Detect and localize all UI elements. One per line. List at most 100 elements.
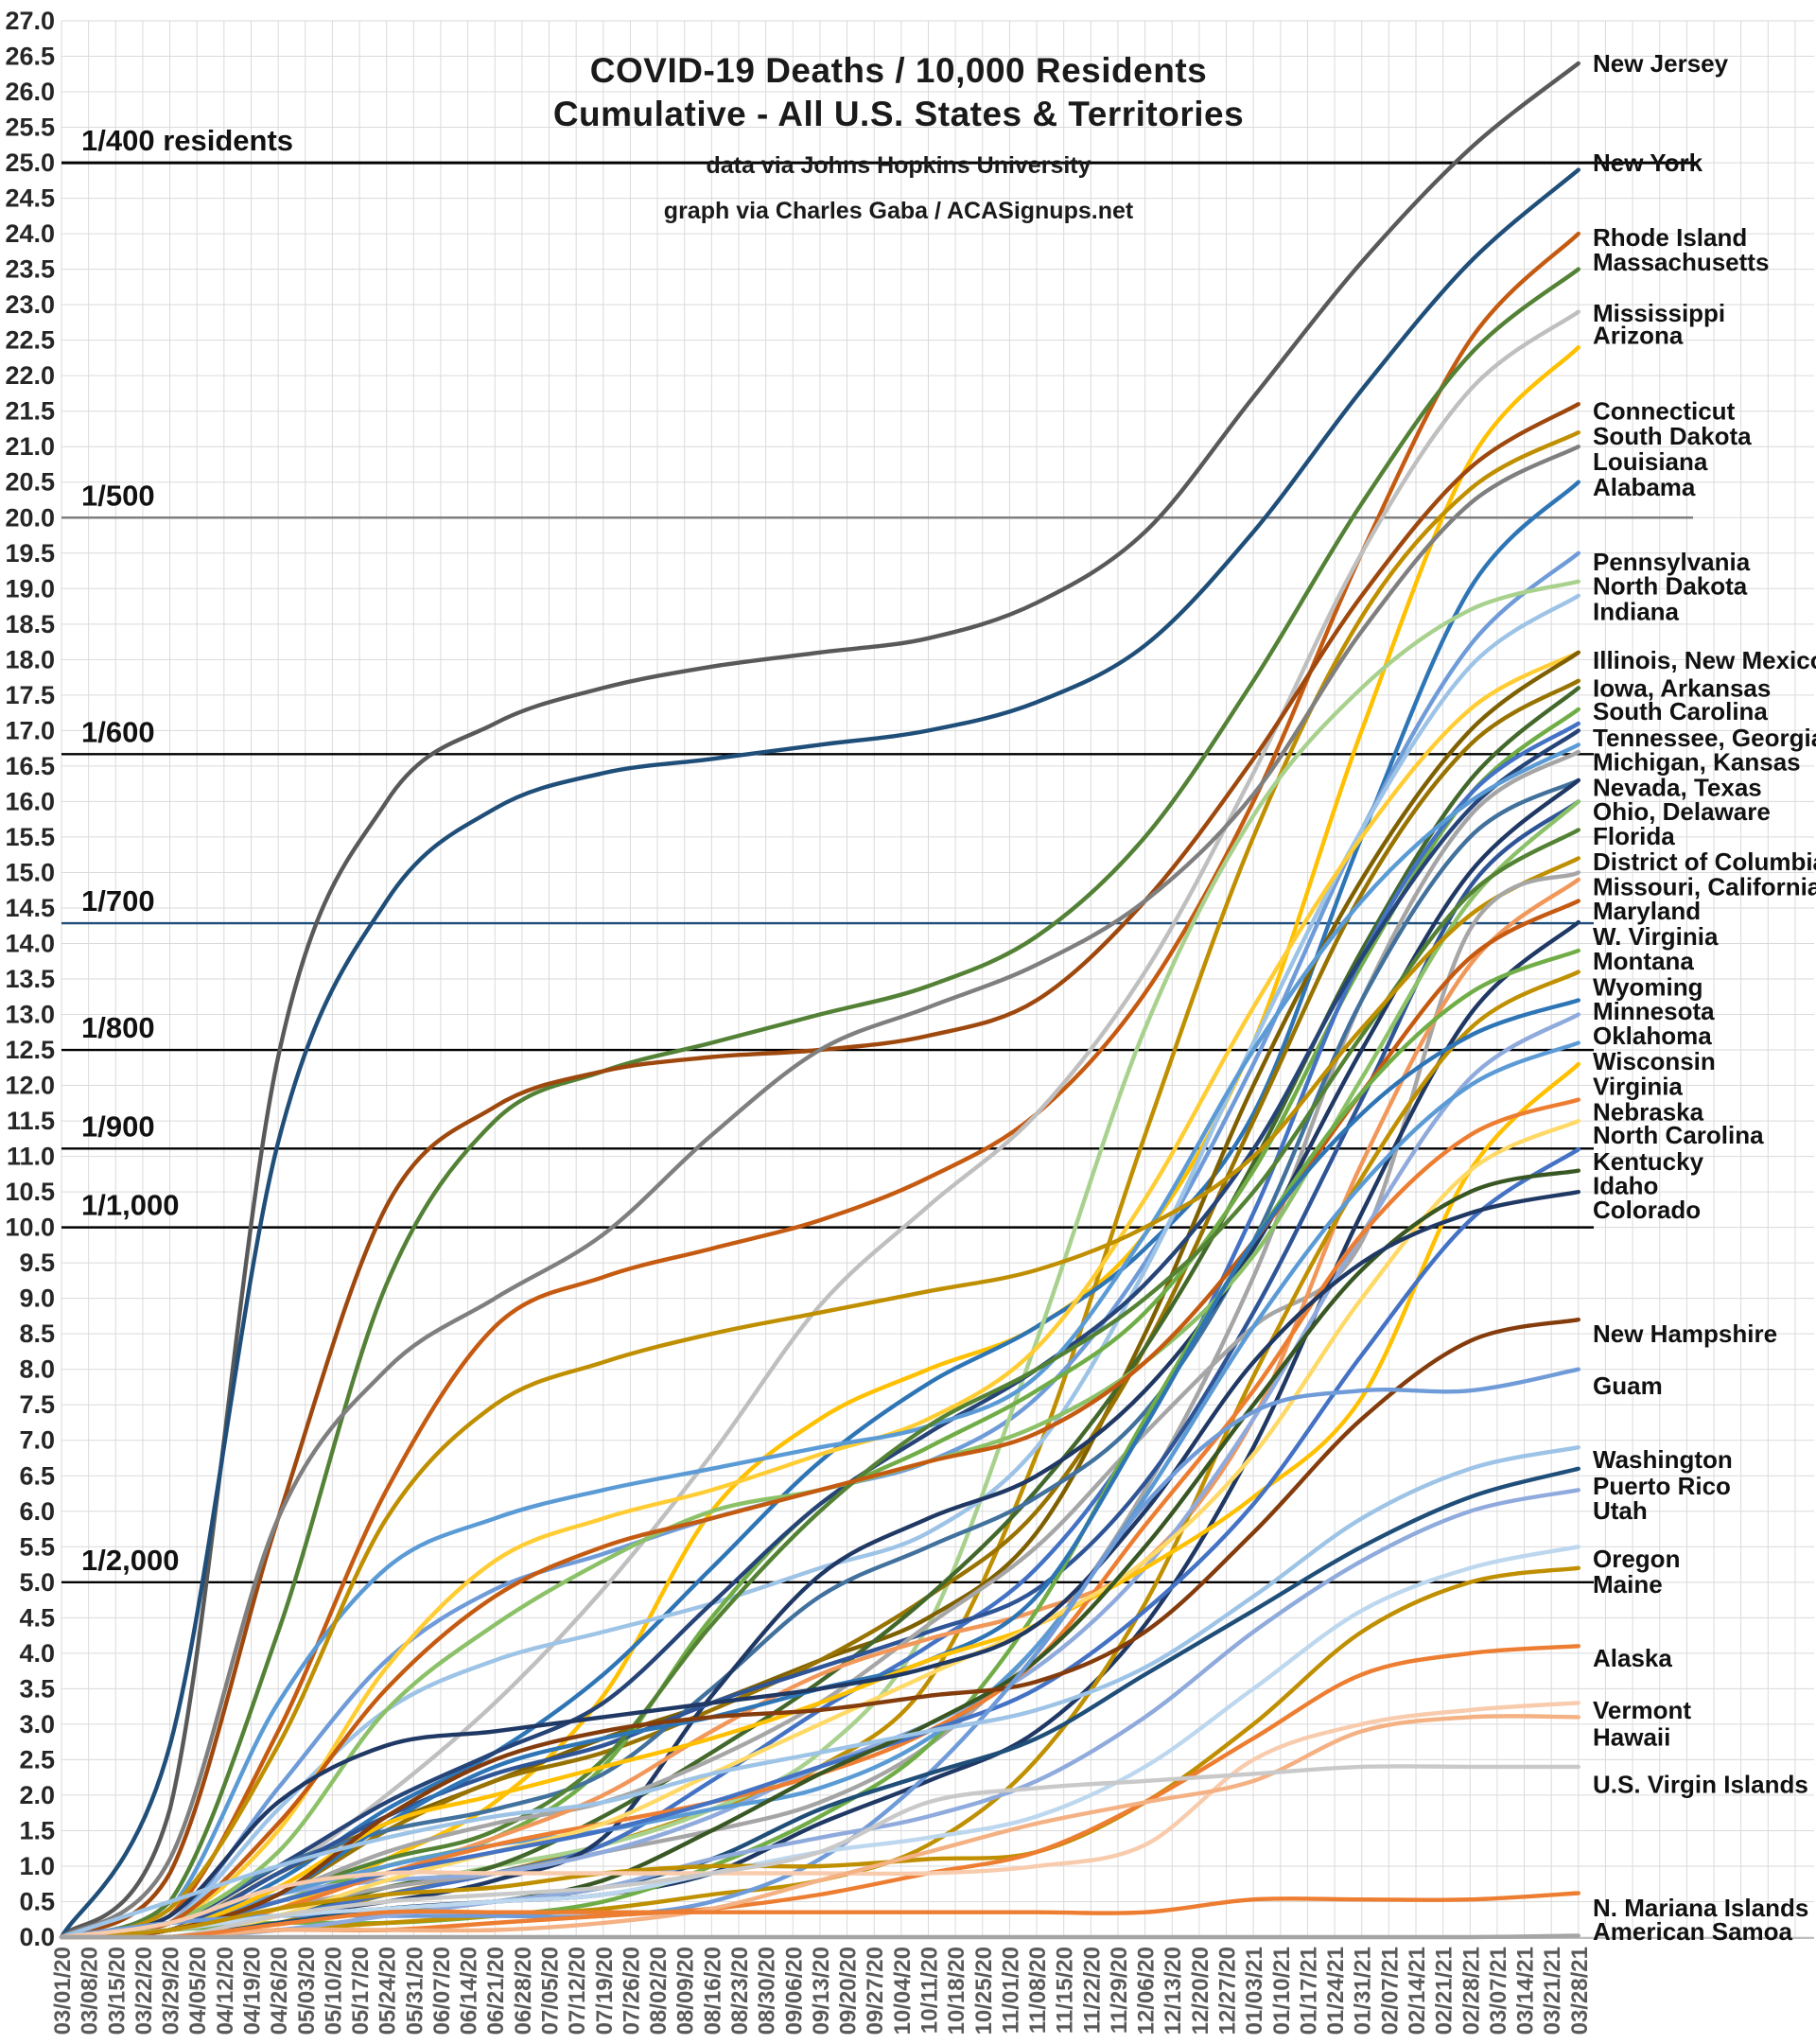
x-tick-label: 02/14/21 [1405,1947,1430,2035]
x-tick-label: 04/05/20 [185,1947,211,2035]
chart-title-line2: Cumulative - All U.S. States & Territori… [552,95,1245,133]
series-line-maine [59,1565,1580,1940]
x-tick-label: 08/02/20 [646,1947,672,2035]
x-tick-label: 03/15/20 [104,1947,130,2035]
x-tick-label: 11/01/20 [998,1947,1023,2034]
series-label-wisconsin: Wisconsin [1593,1047,1716,1075]
x-tick-label: 03/01/20 [50,1947,76,2035]
y-tick-label: 4.0 [19,1639,55,1668]
y-tick-label: 25.5 [5,114,55,142]
y-tick-label: 7.0 [19,1426,55,1455]
series-line-nevada [59,777,1580,1940]
series-line-virginia [59,1061,1580,1940]
series-line-new-hampshire [59,1318,1580,1940]
x-tick-label: 05/03/20 [294,1947,320,2035]
x-tick-label: 11/29/20 [1107,1947,1132,2034]
y-tick-label: 17.5 [5,681,55,709]
series-label-florida: Florida [1593,822,1675,850]
series-label-w-virginia: W. Virginia [1593,922,1719,951]
series-label-hawaii: Hawaii [1593,1722,1670,1751]
y-tick-label: 21.0 [5,432,55,461]
y-tick-label: 18.0 [5,645,55,673]
x-tick-label: 03/07/21 [1486,1947,1511,2035]
x-tick-label: 12/06/20 [1134,1947,1160,2035]
y-tick-label: 14.0 [5,929,55,957]
reference-label-1-700: 1/700 [81,884,155,917]
x-tick-label: 03/14/21 [1513,1947,1539,2035]
y-tick-label: 6.0 [19,1497,55,1526]
series-label-iowa-arkansas: Iowa, Arkansas [1593,673,1771,702]
y-tick-label: 7.5 [19,1390,55,1419]
y-tick-label: 11.0 [7,1143,55,1171]
series-label-oklahoma: Oklahoma [1593,1022,1712,1050]
series-label-rhode-island: Rhode Island [1593,223,1747,252]
y-tick-label: 4.5 [19,1603,55,1632]
reference-label-1-1-000: 1/1,000 [81,1189,179,1222]
series-label-arizona: Arizona [1593,321,1684,349]
series-label-nevada-texas: Nevada, Texas [1593,773,1762,801]
x-tick-label: 08/23/20 [727,1947,753,2035]
series-label-north-dakota: North Dakota [1593,571,1748,600]
series-line-vermont [59,1701,1580,1940]
series-label-district-of-columbia: District of Columbia [1593,847,1816,876]
y-tick-label: 8.5 [19,1319,55,1348]
y-tick-label: 9.5 [19,1249,55,1277]
x-tick-label: 01/17/21 [1296,1947,1321,2035]
x-tick-label: 11/15/20 [1053,1947,1078,2034]
series-label-alabama: Alabama [1593,473,1696,501]
series-label-guam: Guam [1593,1371,1663,1400]
y-tick-label: 2.0 [19,1781,55,1809]
y-tick-label: 21.5 [5,397,55,426]
y-tick-label: 1.0 [19,1852,55,1880]
x-tick-label: 10/18/20 [944,1947,969,2035]
x-tick-label: 01/03/21 [1242,1947,1267,2035]
x-tick-label: 09/27/20 [863,1947,888,2035]
series-label-new-york: New York [1593,148,1703,177]
series-label-american-samoa: American Samoa [1593,1917,1793,1946]
x-tick-label: 12/27/20 [1215,1947,1241,2035]
graph-credit: graph via Charles Gaba / ACASignups.net [663,198,1134,224]
x-tick-label: 06/28/20 [511,1947,536,2035]
x-tick-label: 03/08/20 [78,1947,103,2035]
series-label-wyoming: Wyoming [1593,972,1703,1001]
x-tick-label: 02/21/21 [1432,1947,1458,2035]
x-tick-label: 08/09/20 [673,1947,699,2035]
y-tick-label: 16.0 [5,787,55,815]
series-label-kentucky: Kentucky [1593,1147,1704,1176]
y-tick-label: 5.0 [19,1568,55,1597]
x-tick-label: 03/28/21 [1567,1947,1593,2035]
y-tick-label: 23.5 [5,255,55,284]
series-line-new-jersey [59,61,1580,1940]
series-line-colorado [59,1189,1580,1940]
x-tick-label: 10/11/20 [917,1947,942,2034]
y-tick-label: 17.0 [5,716,55,744]
x-tick-label: 07/26/20 [619,1947,644,2035]
series-line-ohio [59,799,1580,1940]
x-tick-label: 04/26/20 [267,1947,292,2035]
x-tick-label: 02/28/21 [1458,1947,1484,2035]
y-tick-label: 27.0 [5,7,55,35]
data-credit: data via Johns Hopkins University [706,152,1091,179]
y-tick-label: 26.0 [5,78,55,106]
y-tick-label: 22.0 [5,361,55,390]
x-tick-label: 05/17/20 [348,1947,374,2035]
series-line-iowa [59,678,1580,1940]
y-tick-label: 10.0 [5,1214,55,1242]
x-tick-label: 06/21/20 [483,1947,509,2035]
x-tick-label: 04/12/20 [213,1947,238,2035]
x-tick-label: 12/20/20 [1188,1947,1214,2035]
reference-label-1-500: 1/500 [81,479,155,512]
series-label-ohio-delaware: Ohio, Delaware [1593,797,1771,826]
series-label-minnesota: Minnesota [1593,997,1715,1025]
x-tick-label: 06/14/20 [457,1947,482,2035]
series-line-rhode-island [59,231,1580,1940]
series-label-virginia: Virginia [1593,1072,1683,1100]
y-tick-label: 0.5 [19,1887,55,1915]
x-tick-label: 05/24/20 [375,1947,401,2035]
x-tick-label: 05/31/20 [402,1947,428,2035]
series-line-minnesota [59,998,1580,1940]
series-label-vermont: Vermont [1593,1696,1691,1724]
y-tick-label: 3.0 [19,1710,55,1738]
y-tick-label: 13.0 [5,1001,55,1029]
